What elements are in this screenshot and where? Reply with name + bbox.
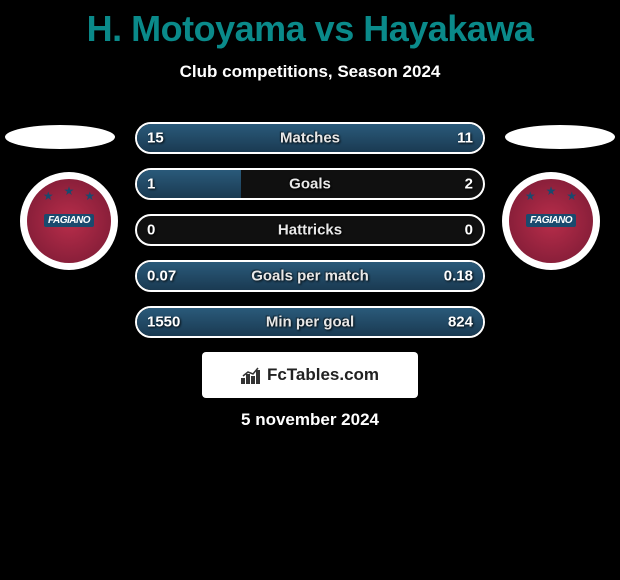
stat-value-left: 1 (147, 176, 155, 193)
star-icon: ★ (84, 189, 95, 203)
stat-row: 1 Goals 2 (135, 168, 485, 200)
badge-circle: ★ ★ ★ FAGIANO (20, 172, 118, 270)
stat-value-left: 0 (147, 222, 155, 239)
stat-value-left: 1550 (147, 314, 180, 331)
stat-label: Hattricks (278, 222, 342, 239)
team-badge-right: ★ ★ ★ FAGIANO (502, 172, 600, 270)
stat-value-right: 0.18 (444, 268, 473, 285)
stat-row: 1550 Min per goal 824 (135, 306, 485, 338)
comparison-subtitle: Club competitions, Season 2024 (0, 62, 620, 82)
star-icon: ★ (64, 184, 75, 198)
stat-row: 15 Matches 11 (135, 122, 485, 154)
team-badge-left: ★ ★ ★ FAGIANO (20, 172, 118, 270)
stat-row: 0 Hattricks 0 (135, 214, 485, 246)
star-icon: ★ (43, 189, 54, 203)
badge-inner: ★ ★ ★ FAGIANO (27, 179, 111, 263)
stat-label: Matches (280, 130, 340, 147)
stats-container: 15 Matches 11 1 Goals 2 0 Hattricks 0 0.… (135, 122, 485, 352)
stat-value-right: 0 (465, 222, 473, 239)
star-icon: ★ (525, 189, 536, 203)
star-icon: ★ (566, 189, 577, 203)
brand-text: FcTables.com (267, 365, 379, 385)
chart-icon (241, 366, 263, 384)
stat-row: 0.07 Goals per match 0.18 (135, 260, 485, 292)
badge-label: FAGIANO (44, 214, 94, 227)
player-left-ellipse (5, 125, 115, 149)
stat-label: Min per goal (266, 314, 354, 331)
badge-label: FAGIANO (526, 214, 576, 227)
brand-box[interactable]: FcTables.com (202, 352, 418, 398)
date-text: 5 november 2024 (241, 410, 379, 430)
comparison-title: H. Motoyama vs Hayakawa (0, 0, 620, 50)
stat-label: Goals (289, 176, 331, 193)
star-icon: ★ (546, 184, 557, 198)
stat-value-right: 824 (448, 314, 473, 331)
stat-label: Goals per match (251, 268, 369, 285)
stat-value-left: 15 (147, 130, 164, 147)
badge-circle: ★ ★ ★ FAGIANO (502, 172, 600, 270)
player-right-ellipse (505, 125, 615, 149)
stat-value-right: 2 (465, 176, 473, 193)
stat-value-right: 11 (457, 130, 473, 147)
stat-value-left: 0.07 (147, 268, 176, 285)
badge-inner: ★ ★ ★ FAGIANO (509, 179, 593, 263)
